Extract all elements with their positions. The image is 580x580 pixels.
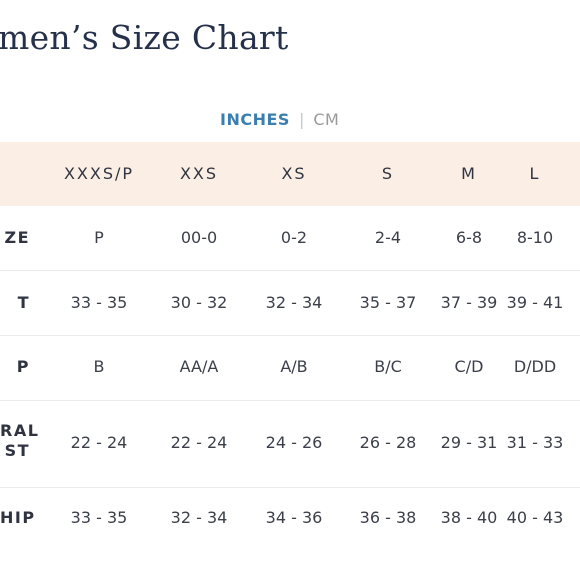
size-cell: 36 - 38 — [359, 508, 417, 527]
size-cell: AA/A — [179, 357, 219, 376]
size-cell: 37 - 39 — [440, 293, 498, 312]
size-cell: 8-10 — [516, 228, 554, 247]
size-cell: 35 - 37 — [359, 293, 417, 312]
row-divider — [0, 335, 580, 336]
size-cell: 33 - 35 — [70, 293, 128, 312]
unit-separator: | — [298, 109, 305, 129]
row-label: RAL ST — [0, 421, 40, 460]
size-cell: B/C — [374, 357, 402, 376]
size-cell: B — [93, 357, 105, 376]
row-label: P — [16, 357, 30, 376]
column-header: M — [461, 164, 477, 183]
size-cell: 2-4 — [374, 228, 402, 247]
unit-toggle: INCHES | CM — [220, 108, 339, 130]
row-label: T — [17, 293, 30, 312]
size-cell: 39 - 41 — [506, 293, 564, 312]
row-label: HIP — [0, 508, 36, 527]
column-header: XS — [281, 164, 307, 183]
size-cell: 38 - 40 — [440, 508, 498, 527]
size-cell: 34 - 36 — [265, 508, 323, 527]
size-cell: 31 - 33 — [506, 433, 564, 452]
size-cell: 24 - 26 — [265, 433, 323, 452]
row-divider — [0, 487, 580, 488]
size-cell: 29 - 31 — [440, 433, 498, 452]
table-header-row — [0, 142, 580, 206]
size-cell: 26 - 28 — [359, 433, 417, 452]
size-cell: A/B — [280, 357, 308, 376]
row-label: ZE — [4, 228, 30, 247]
size-cell: P — [94, 228, 104, 247]
unit-cm-tab[interactable]: CM — [313, 109, 340, 129]
size-cell: 33 - 35 — [70, 508, 128, 527]
size-cell: 32 - 34 — [265, 293, 323, 312]
unit-inches-tab[interactable]: INCHES — [220, 109, 290, 129]
size-cell: D/DD — [513, 357, 557, 376]
size-cell: 30 - 32 — [170, 293, 228, 312]
row-divider — [0, 400, 580, 401]
column-header: XXS — [179, 164, 219, 183]
size-cell: 40 - 43 — [506, 508, 564, 527]
size-cell: 0-2 — [280, 228, 308, 247]
column-header: XXXS/P — [63, 164, 135, 183]
size-cell: 22 - 24 — [170, 433, 228, 452]
size-cell: 6-8 — [455, 228, 483, 247]
size-cell: C/D — [454, 357, 484, 376]
column-header: S — [381, 164, 395, 183]
column-header: L — [529, 164, 541, 183]
size-cell: 22 - 24 — [70, 433, 128, 452]
size-cell: 32 - 34 — [170, 508, 228, 527]
row-divider — [0, 270, 580, 271]
size-cell: 00-0 — [180, 228, 218, 247]
page-title: men’s Size Chart — [0, 18, 289, 57]
